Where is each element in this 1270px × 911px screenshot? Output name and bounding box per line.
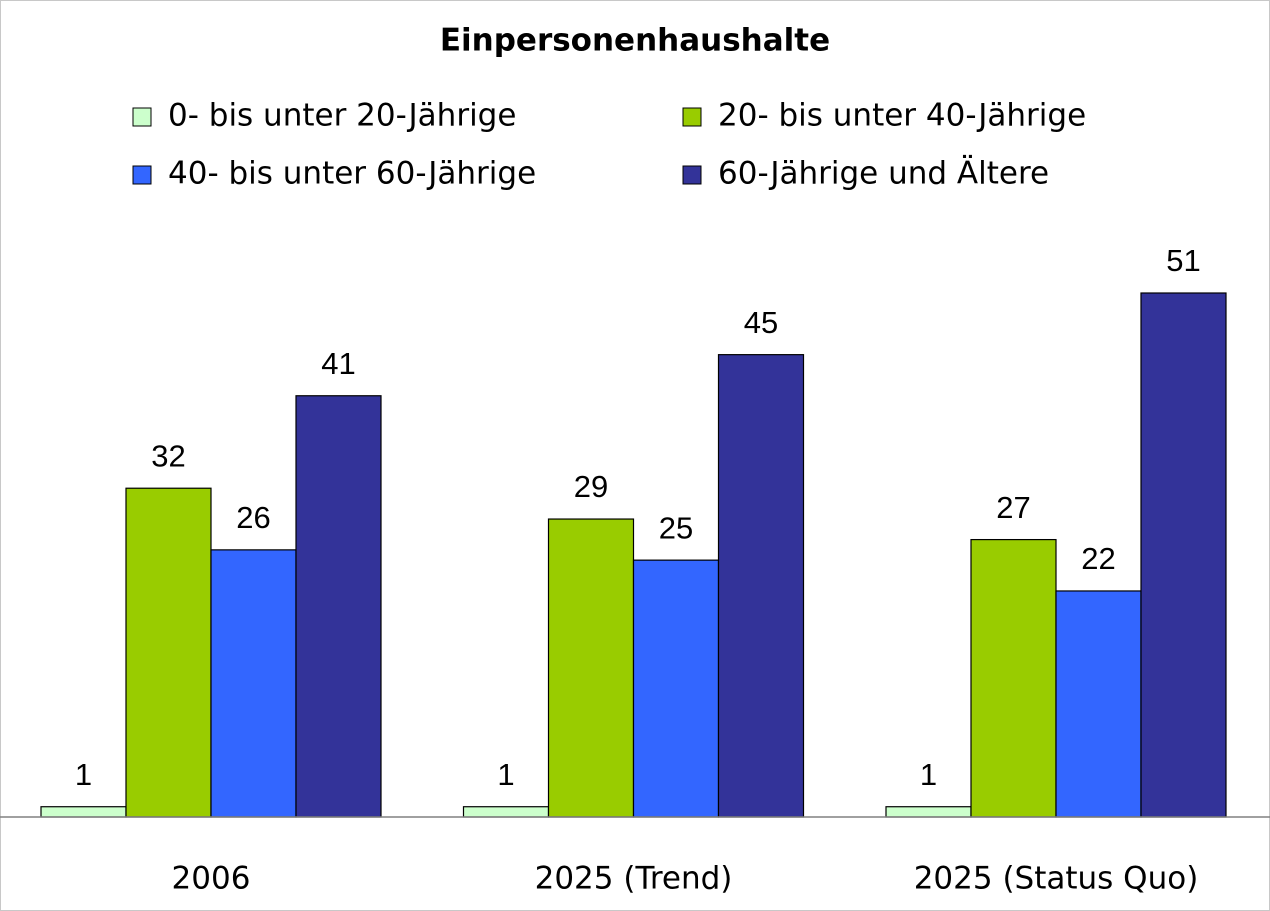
value-label: 27	[996, 490, 1030, 525]
value-label: 32	[151, 438, 185, 473]
value-label: 1	[75, 757, 92, 792]
value-label: 1	[497, 757, 514, 792]
chart-title: Einpersonenhaushalte	[440, 23, 830, 59]
bar	[547, 518, 635, 818]
legend-label: 0- bis unter 20-Jährige	[168, 98, 516, 134]
value-label: 51	[1166, 243, 1200, 278]
x-tick-label: 2025 (Trend)	[535, 861, 733, 897]
legend-swatch	[132, 107, 152, 127]
value-label: 1	[920, 757, 937, 792]
bar	[40, 806, 127, 818]
bar	[885, 806, 972, 818]
bar	[1140, 292, 1227, 818]
bar	[295, 395, 382, 818]
legend-swatch	[682, 165, 702, 185]
x-tick-label: 2025 (Status Quo)	[914, 861, 1199, 897]
bar	[632, 559, 720, 818]
legend-swatch	[682, 107, 702, 127]
value-label: 22	[1081, 541, 1115, 576]
bar	[970, 538, 1057, 818]
value-label: 29	[574, 469, 608, 504]
value-label: 26	[236, 500, 270, 535]
legend-swatch	[132, 165, 152, 185]
bar	[1055, 590, 1142, 818]
bar	[717, 354, 805, 818]
value-label: 45	[744, 305, 778, 340]
value-label: 25	[659, 510, 693, 545]
bar	[210, 549, 297, 818]
bar	[125, 487, 212, 818]
legend-label: 40- bis unter 60-Jährige	[168, 156, 536, 192]
x-tick-label: 2006	[172, 861, 251, 897]
legend-label: 60-Jährige und Ältere	[718, 156, 1049, 192]
legend-label: 20- bis unter 40-Jährige	[718, 98, 1086, 134]
value-label: 41	[321, 346, 355, 381]
bar	[462, 806, 550, 818]
